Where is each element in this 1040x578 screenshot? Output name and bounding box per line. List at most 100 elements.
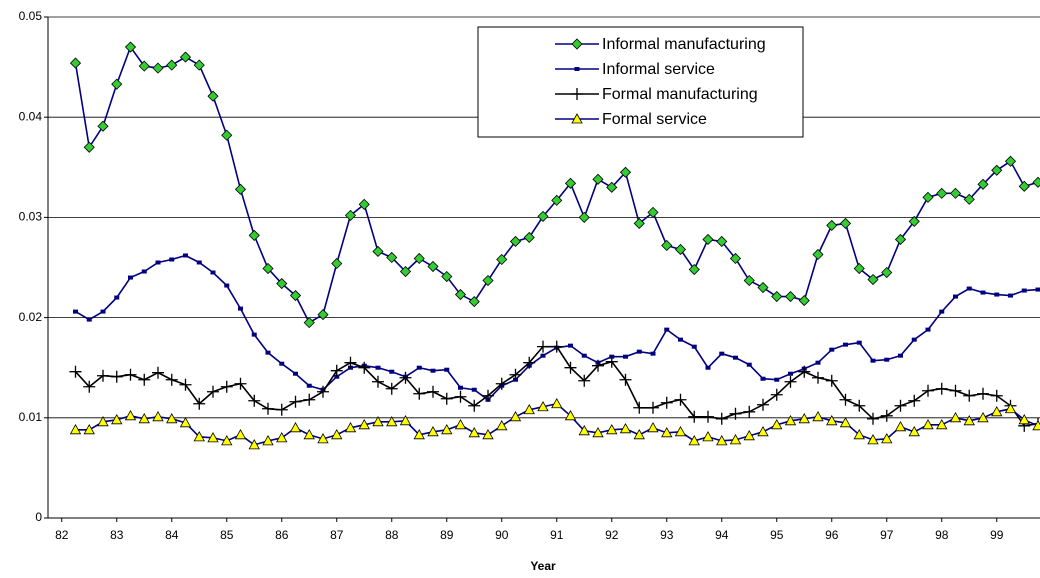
- marker: [966, 286, 972, 291]
- marker: [757, 281, 769, 294]
- marker: [812, 371, 824, 384]
- marker: [994, 292, 1000, 297]
- marker: [248, 394, 261, 407]
- marker: [386, 251, 398, 264]
- marker: [1004, 155, 1017, 167]
- marker: [303, 429, 315, 440]
- marker: [894, 420, 907, 432]
- marker: [111, 413, 123, 425]
- marker: [386, 415, 398, 427]
- y-tick-label: 0: [35, 510, 42, 524]
- marker: [550, 340, 563, 353]
- y-tick-label: 0.01: [19, 410, 43, 424]
- marker: [991, 405, 1003, 417]
- marker: [825, 374, 838, 387]
- marker: [729, 434, 742, 445]
- marker: [97, 415, 109, 427]
- marker: [784, 414, 797, 426]
- marker: [1035, 287, 1040, 292]
- x-tick-label: 83: [110, 528, 124, 542]
- marker: [331, 257, 343, 270]
- marker: [702, 233, 714, 246]
- marker: [83, 141, 95, 153]
- marker: [509, 235, 522, 248]
- marker: [440, 392, 453, 405]
- marker: [623, 354, 628, 359]
- marker: [110, 370, 123, 383]
- marker: [661, 427, 673, 438]
- marker: [83, 424, 95, 435]
- marker: [633, 429, 645, 440]
- marker: [815, 360, 821, 365]
- marker: [826, 219, 838, 231]
- marker: [1004, 402, 1017, 414]
- x-tick-label: 89: [440, 528, 454, 542]
- marker: [678, 337, 683, 342]
- marker: [138, 412, 150, 424]
- marker: [898, 353, 903, 358]
- marker: [661, 239, 673, 252]
- marker: [674, 243, 687, 256]
- marker: [234, 183, 247, 195]
- marker: [798, 365, 811, 378]
- y-tick-label: 0.04: [19, 109, 43, 123]
- marker: [279, 361, 285, 366]
- marker: [702, 431, 714, 442]
- marker: [293, 371, 298, 376]
- marker: [880, 409, 893, 422]
- marker: [413, 387, 426, 400]
- marker: [881, 266, 893, 279]
- marker: [771, 290, 783, 303]
- legend-box: [477, 26, 804, 138]
- marker: [454, 418, 467, 430]
- marker: [399, 265, 412, 278]
- marker: [389, 369, 395, 374]
- marker: [289, 395, 302, 408]
- marker: [234, 429, 247, 440]
- marker: [839, 416, 852, 428]
- x-tick-label: 86: [275, 528, 289, 542]
- marker: [496, 253, 508, 266]
- marker: [798, 412, 810, 424]
- x-tick-label: 98: [935, 528, 949, 542]
- marker: [441, 424, 453, 435]
- marker: [829, 347, 835, 352]
- marker: [674, 393, 687, 406]
- marker: [427, 385, 439, 398]
- marker: [729, 252, 742, 265]
- series-line: [75, 254, 1039, 401]
- marker: [633, 217, 645, 229]
- marker: [141, 269, 147, 274]
- marker: [358, 418, 370, 430]
- marker: [564, 409, 577, 421]
- marker: [633, 401, 646, 414]
- marker: [770, 388, 783, 401]
- marker: [949, 384, 962, 397]
- marker: [124, 409, 137, 421]
- marker: [757, 426, 769, 437]
- series-line: [74, 345, 1039, 427]
- marker: [771, 418, 783, 430]
- marker: [128, 275, 133, 280]
- x-tick-label: 99: [990, 528, 1004, 542]
- marker: [977, 178, 989, 190]
- marker: [220, 380, 233, 393]
- marker: [183, 253, 188, 258]
- marker: [977, 411, 989, 423]
- marker: [83, 380, 96, 393]
- marker: [660, 396, 673, 409]
- marker: [911, 337, 917, 342]
- marker: [251, 332, 257, 337]
- marker: [592, 359, 604, 372]
- marker: [798, 295, 810, 307]
- marker: [523, 231, 535, 244]
- marker: [413, 429, 425, 440]
- marker: [334, 374, 340, 379]
- marker: [688, 410, 701, 423]
- marker: [331, 429, 343, 440]
- marker: [1032, 176, 1040, 188]
- marker: [674, 426, 687, 437]
- marker: [224, 283, 230, 288]
- marker: [578, 374, 591, 387]
